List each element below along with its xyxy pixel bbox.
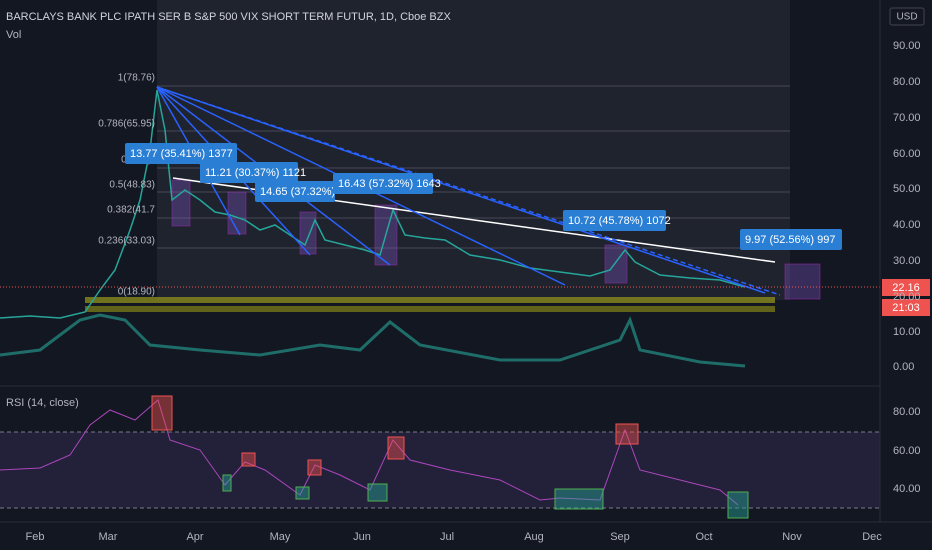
fib-label: 0.786(65.95) xyxy=(98,119,155,130)
time-tick: Aug xyxy=(524,531,544,543)
annotation-box xyxy=(740,229,842,250)
time-tick: May xyxy=(270,531,291,543)
price-tick: 80.00 xyxy=(893,76,921,88)
countdown: 21:03 xyxy=(892,302,920,314)
price-tick: 20.00 xyxy=(893,291,921,303)
price-tick: 90.00 xyxy=(893,40,921,52)
support-band xyxy=(85,297,775,303)
annotation-box xyxy=(333,173,433,194)
currency-button[interactable] xyxy=(889,7,925,26)
last-price: 22.16 xyxy=(892,282,920,294)
rsi-tick: 40.00 xyxy=(893,483,921,495)
price-tick: 60.00 xyxy=(893,148,921,160)
price-tick: 10.00 xyxy=(893,326,921,338)
rsi-band xyxy=(0,432,880,508)
indicator-label: Vol xyxy=(6,29,21,41)
rsi-label: RSI (14, close) xyxy=(6,397,79,409)
range-boxes xyxy=(171,179,821,300)
price-path xyxy=(0,89,746,319)
rsi-tick: 80.00 xyxy=(893,406,921,418)
rsi-boxes xyxy=(151,395,749,519)
fib-label: 1(78.76) xyxy=(118,73,155,84)
time-tick: Jul xyxy=(440,531,454,543)
annotation-box xyxy=(200,162,298,183)
time-tick: Sep xyxy=(610,531,630,543)
price-tick: 40.00 xyxy=(893,219,921,231)
chart-title: BARCLAYS BANK PLC IPATH SER B S&P 500 VI… xyxy=(6,11,451,23)
annotation: 10.72 (45.78%) 1072 xyxy=(568,215,671,227)
time-tick: Feb xyxy=(26,531,45,543)
last-price-box xyxy=(882,279,930,296)
time-tick: Nov xyxy=(782,531,802,543)
annotation-box xyxy=(563,210,666,231)
fib-label: 0(18.90) xyxy=(118,287,155,298)
annotation: 16.43 (57.32%) 1643 xyxy=(338,178,441,190)
annotation-box xyxy=(255,181,335,202)
trend-line xyxy=(156,86,781,296)
annotation-box xyxy=(125,143,237,164)
annotation: 11.21 (30.37%) 1121 xyxy=(205,167,306,179)
time-tick: Jun xyxy=(353,531,371,543)
countdown-box xyxy=(882,299,930,316)
price-tick: 0.00 xyxy=(893,361,914,373)
fib-label: 0.5(48.83) xyxy=(109,180,155,191)
time-tick: Dec xyxy=(862,531,882,543)
rsi-line xyxy=(0,399,739,506)
time-tick: Mar xyxy=(99,531,118,543)
annotation: 13.77 (35.41%) 1377 xyxy=(130,148,233,160)
rsi-tick: 60.00 xyxy=(893,445,921,457)
support-band xyxy=(85,306,775,312)
time-tick: Oct xyxy=(695,531,712,543)
fib-lines xyxy=(157,85,790,249)
fib-label: 0.382(41.7 xyxy=(107,205,155,216)
price-tick: 30.00 xyxy=(893,255,921,267)
price-tick: 50.00 xyxy=(893,183,921,195)
price-tick: 70.00 xyxy=(893,112,921,124)
currency[interactable]: USD xyxy=(896,12,917,23)
annotation: 9.97 (52.56%) 997 xyxy=(745,234,836,246)
annotation: 14.65 (37.32%) xyxy=(260,186,335,198)
time-tick: Apr xyxy=(186,531,203,543)
volume-profile xyxy=(0,313,746,368)
fib-label: 0.236(33.03) xyxy=(98,236,155,247)
